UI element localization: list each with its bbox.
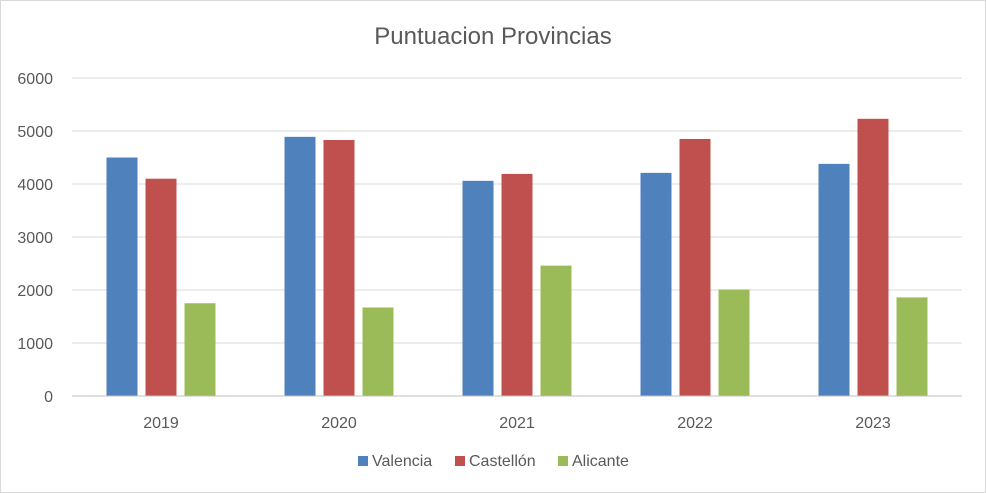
bar-castell-n-2023 [857, 118, 889, 396]
bar-alicante-2020 [362, 307, 394, 396]
bar-alicante-2022 [718, 289, 750, 396]
y-tick-label: 1000 [17, 336, 53, 353]
legend-label: Alicante [572, 453, 629, 470]
x-tick-label: 2023 [855, 415, 891, 432]
legend: Valencia Castellón Alicante [358, 453, 629, 470]
bar-valencia-2020 [284, 136, 316, 396]
x-tick-label: 2022 [677, 415, 713, 432]
y-tick-label: 5000 [17, 124, 53, 141]
y-tick-label: 6000 [17, 71, 53, 88]
legend-swatch [358, 456, 368, 466]
y-tick-label: 3000 [17, 230, 53, 247]
legend-label: Valencia [372, 453, 432, 470]
bar-alicante-2019 [184, 303, 216, 396]
y-tick-label: 2000 [17, 283, 53, 300]
x-tick-label: 2021 [499, 415, 535, 432]
x-axis-ticks: 2019 2020 2021 2022 2023 [143, 415, 891, 432]
gridlines [72, 77, 962, 344]
y-axis-ticks: 0 1000 2000 3000 4000 5000 6000 [17, 71, 53, 406]
x-tick-label: 2020 [321, 415, 357, 432]
chart-title: Puntuacion Provincias [374, 23, 611, 50]
y-tick-label: 0 [44, 389, 53, 406]
bar-castell-n-2021 [501, 173, 533, 396]
x-tick-label: 2019 [143, 415, 179, 432]
bar-alicante-2021 [540, 265, 572, 396]
y-tick-label: 4000 [17, 177, 53, 194]
bar-valencia-2019 [106, 157, 138, 396]
bar-valencia-2023 [818, 163, 850, 396]
bar-valencia-2021 [462, 180, 494, 396]
legend-swatch [558, 456, 568, 466]
bar-castell-n-2020 [323, 140, 355, 396]
bar-castell-n-2019 [145, 178, 177, 396]
bar-castell-n-2022 [679, 138, 711, 396]
legend-swatch [455, 456, 465, 466]
bar-valencia-2022 [640, 172, 672, 396]
legend-label: Castellón [469, 453, 536, 470]
bars [106, 118, 928, 396]
bar-alicante-2023 [896, 297, 928, 396]
